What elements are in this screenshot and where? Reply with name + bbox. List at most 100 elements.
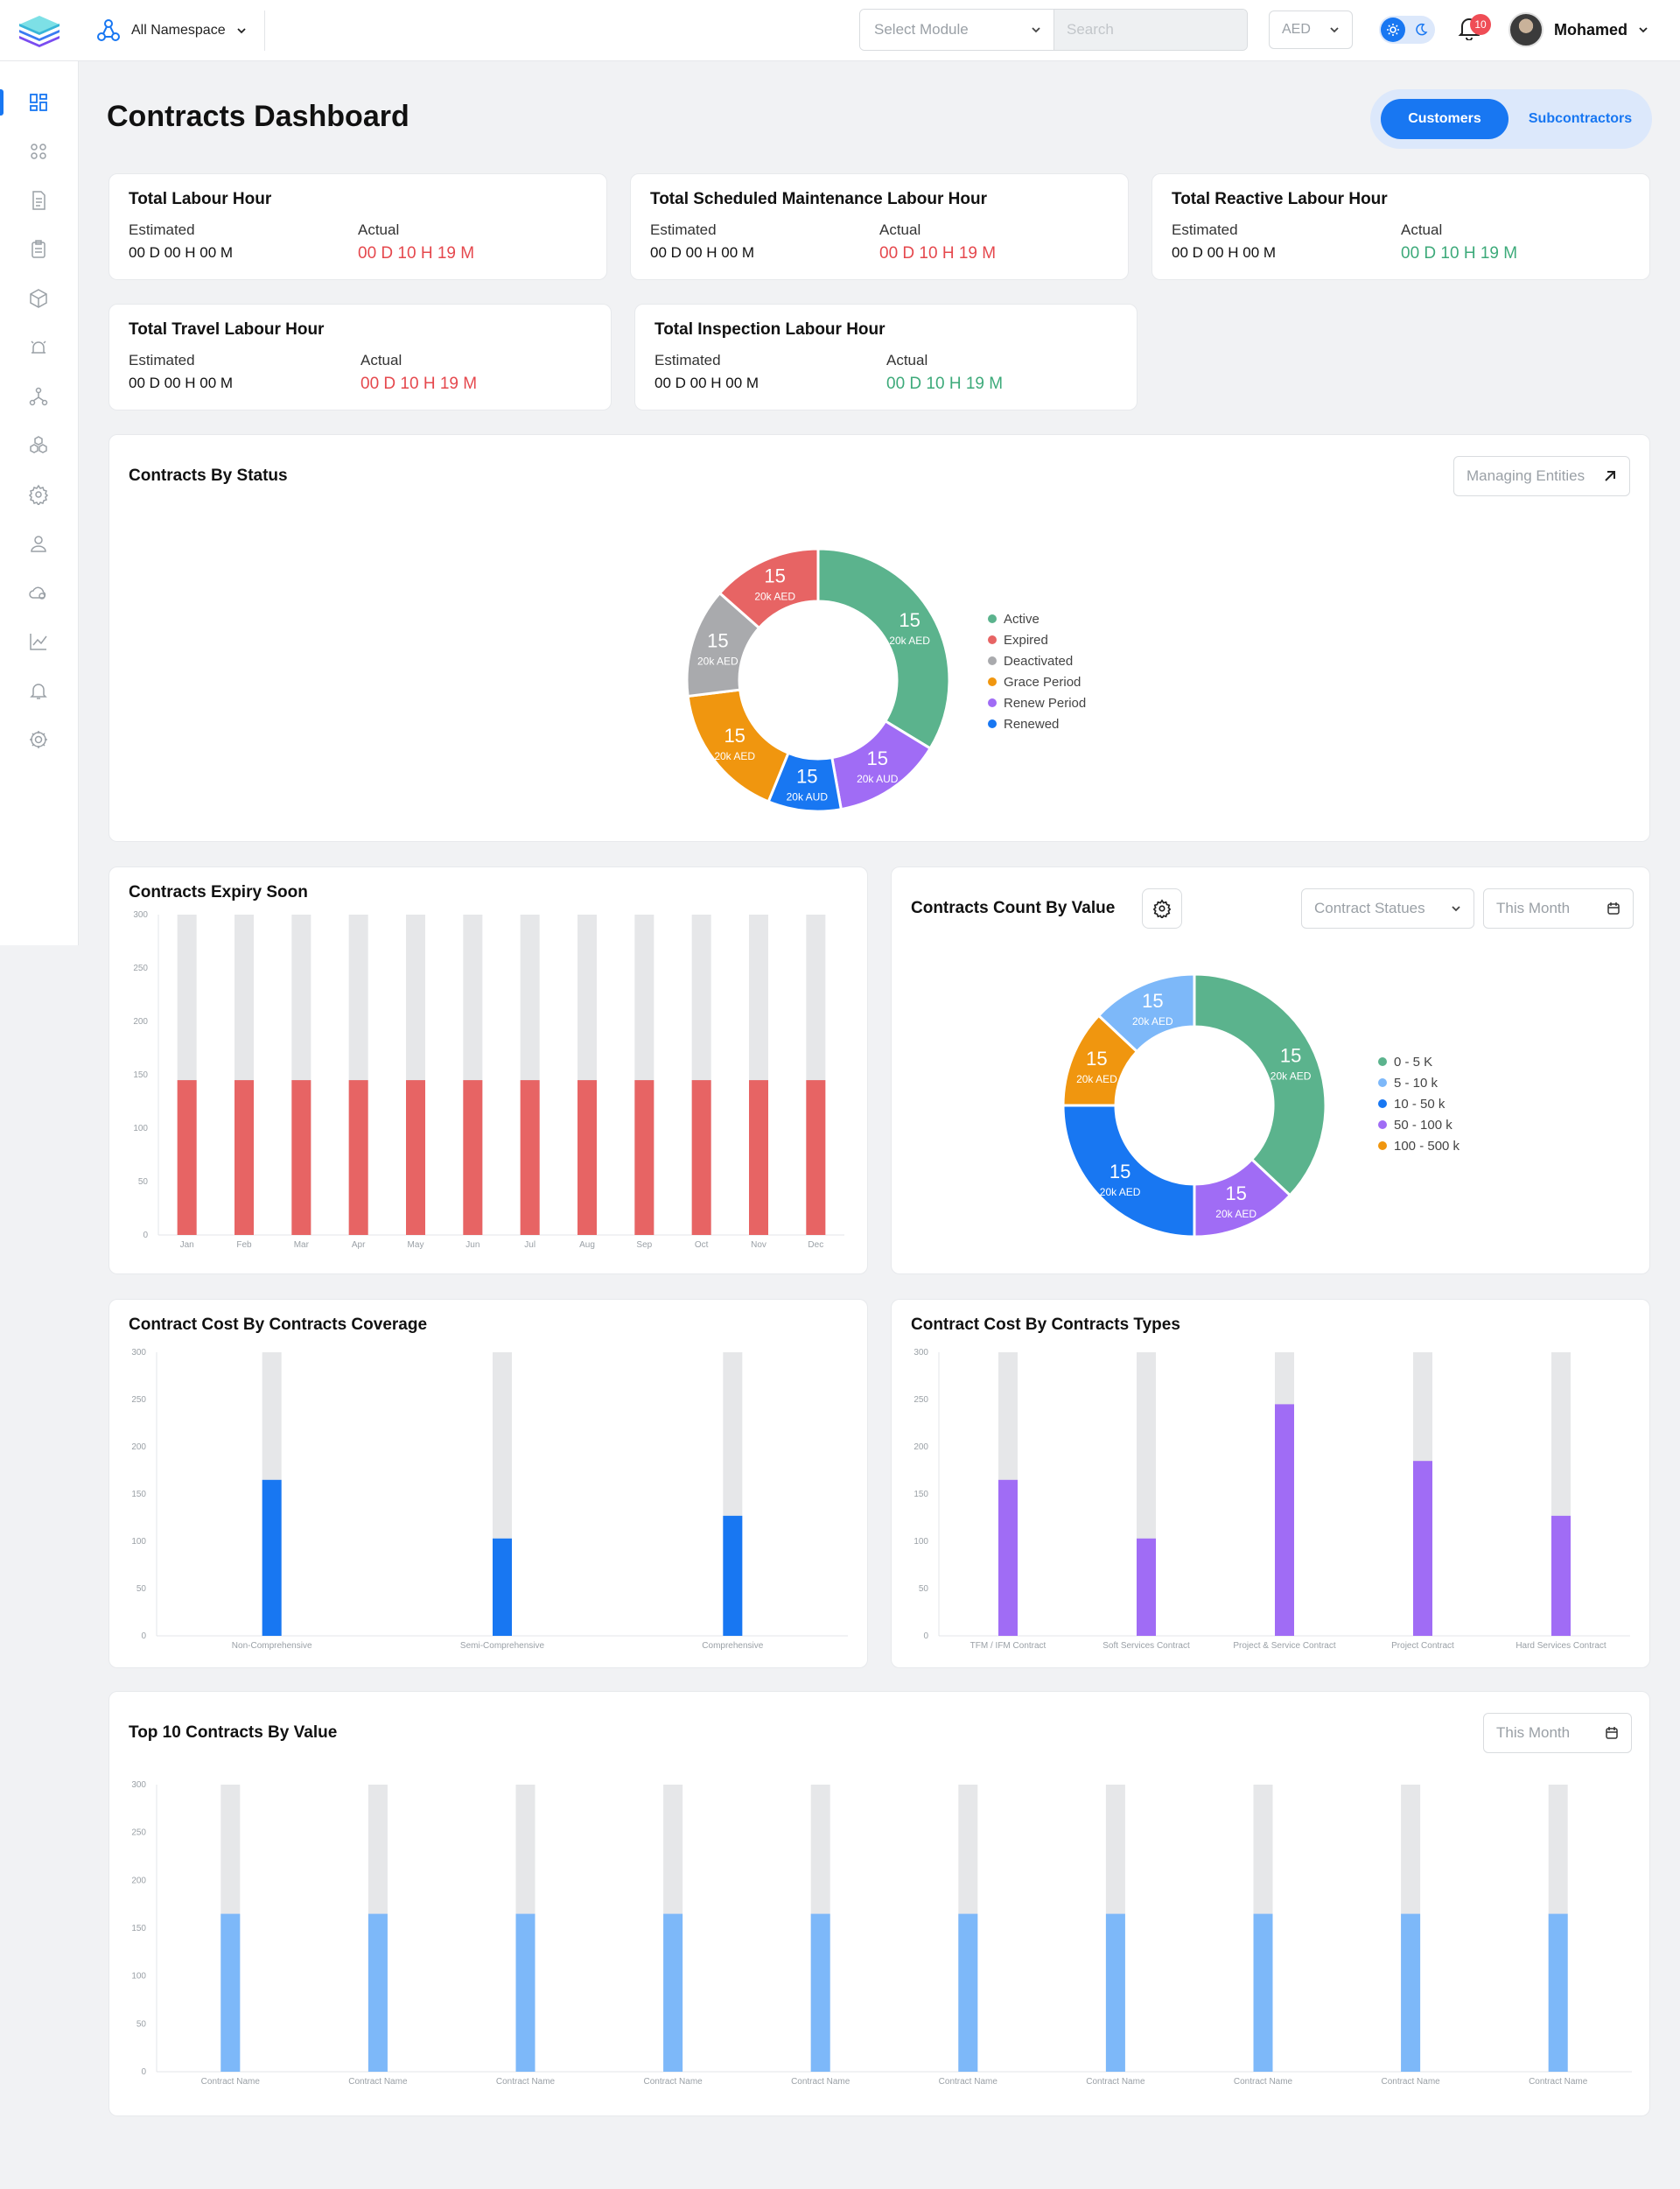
- bar[interactable]: [1105, 1913, 1125, 2072]
- donut-slice-0-5-k[interactable]: [1193, 972, 1327, 1197]
- donut-slice-active[interactable]: [816, 547, 951, 751]
- legend-dot: [1378, 1057, 1387, 1066]
- currency-select[interactable]: AED: [1269, 11, 1353, 49]
- bar[interactable]: [262, 1479, 282, 1636]
- legend-item[interactable]: 50 - 100 k: [1378, 1114, 1460, 1135]
- module-select[interactable]: Select Module: [860, 10, 1054, 50]
- legend-item[interactable]: 0 - 5 K: [1378, 1051, 1460, 1072]
- legend-item[interactable]: Grace Period: [988, 671, 1086, 692]
- bar[interactable]: [1275, 1404, 1294, 1636]
- legend-item[interactable]: Expired: [988, 629, 1086, 650]
- slice-sub-label: 20k AED: [714, 750, 755, 762]
- bar[interactable]: [958, 1913, 978, 2072]
- legend-dot: [988, 614, 997, 623]
- legend-item[interactable]: Renewed: [988, 713, 1086, 734]
- y-tick-label: 0: [141, 2067, 146, 2077]
- bar[interactable]: [1137, 1538, 1156, 1636]
- bar[interactable]: [368, 1913, 388, 2072]
- cube-icon[interactable]: [27, 287, 50, 310]
- x-tick-label: Contract Name: [348, 2077, 408, 2087]
- legend-dot: [1378, 1141, 1387, 1150]
- subcontractors-tab[interactable]: Subcontractors: [1528, 111, 1633, 126]
- customers-tab[interactable]: Customers: [1381, 99, 1508, 139]
- settings-button[interactable]: [1142, 888, 1182, 929]
- settings-icon[interactable]: [27, 483, 50, 506]
- bar[interactable]: [177, 1080, 197, 1235]
- legend-item[interactable]: Renew Period: [988, 692, 1086, 713]
- bar[interactable]: [1551, 1515, 1571, 1636]
- bar[interactable]: [463, 1080, 483, 1235]
- period-select[interactable]: This Month: [1483, 1713, 1632, 1753]
- status-donut-chart: 15 20k AED 15 20k AUD 15 20k AUD 15 20k AED 15 20…: [685, 547, 951, 813]
- legend-item[interactable]: 10 - 50 k: [1378, 1093, 1460, 1114]
- x-tick-label: May: [408, 1240, 424, 1250]
- bar[interactable]: [749, 1080, 768, 1235]
- bar[interactable]: [348, 1080, 368, 1235]
- user-name: Mohamed: [1554, 20, 1628, 39]
- checklist-icon[interactable]: [27, 238, 50, 261]
- notification-icon[interactable]: [27, 679, 50, 702]
- bar[interactable]: [220, 1913, 241, 2072]
- slice-sub-label: 20k AED: [1215, 1208, 1256, 1220]
- chart-icon[interactable]: [27, 630, 50, 653]
- dashboard-icon[interactable]: [27, 91, 50, 114]
- slice-value-label: 15: [899, 609, 920, 631]
- estimated-label: Estimated: [650, 221, 717, 238]
- user-menu[interactable]: Mohamed: [1508, 12, 1648, 47]
- x-tick-label: Mar: [294, 1240, 310, 1250]
- estimated-block: Estimated 00 D 00 H 00 M: [129, 221, 233, 262]
- hexagons-icon[interactable]: [27, 434, 50, 457]
- legend-item[interactable]: Active: [988, 608, 1086, 629]
- x-tick-label: Contract Name: [1086, 2077, 1145, 2087]
- managing-entities-button[interactable]: Managing Entities: [1453, 456, 1630, 496]
- bar[interactable]: [1548, 1913, 1568, 2072]
- legend-item[interactable]: Deactivated: [988, 650, 1086, 671]
- theme-toggle[interactable]: [1379, 16, 1435, 44]
- donut-slice-expired[interactable]: [718, 547, 820, 630]
- period-value: This Month: [1496, 900, 1571, 916]
- sun-icon: [1381, 18, 1405, 42]
- bar[interactable]: [634, 1080, 654, 1235]
- network-icon[interactable]: [27, 385, 50, 408]
- bar[interactable]: [723, 1515, 743, 1636]
- legend-label: Renew Period: [1004, 695, 1087, 711]
- bar[interactable]: [406, 1080, 425, 1235]
- bar[interactable]: [810, 1913, 830, 2072]
- period-select[interactable]: This Month: [1483, 888, 1634, 929]
- contract-coverage-card: Contract Cost By Contracts Coverage 0 50 1…: [108, 1299, 868, 1668]
- bar[interactable]: [1401, 1913, 1421, 2072]
- contract-status-select[interactable]: Contract Statues: [1301, 888, 1474, 929]
- search-input[interactable]: Search: [1054, 10, 1247, 50]
- top10-contracts-card: Top 10 Contracts By Value This Month 0 50…: [108, 1691, 1650, 2116]
- coverage-bar-chart: 0 50 100 150 200 250 300 Non-Comprehensive Semi-…: [131, 1348, 848, 1651]
- cloud-icon[interactable]: [27, 581, 50, 604]
- donut-slice-5-10-k[interactable]: [1096, 972, 1196, 1054]
- bar[interactable]: [578, 1080, 597, 1235]
- app-logo[interactable]: [16, 12, 63, 51]
- bar[interactable]: [291, 1080, 312, 1235]
- x-tick-label: Non-Comprehensive: [232, 1641, 312, 1651]
- bar[interactable]: [520, 1080, 540, 1235]
- bar[interactable]: [1253, 1913, 1273, 2072]
- actual-value: 00 D 10 H 19 M: [879, 244, 997, 263]
- alarm-icon[interactable]: [27, 336, 50, 359]
- namespace-selector[interactable]: All Namespace: [96, 18, 247, 44]
- divider: [264, 11, 265, 51]
- user-icon[interactable]: [27, 532, 50, 555]
- bar[interactable]: [663, 1913, 683, 2072]
- document-icon[interactable]: [27, 189, 50, 212]
- bar[interactable]: [515, 1913, 536, 2072]
- y-tick-label: 50: [136, 1584, 147, 1594]
- modules-icon[interactable]: [27, 140, 50, 163]
- legend-item[interactable]: 100 - 500 k: [1378, 1135, 1460, 1156]
- donut-slice-10-50-k[interactable]: [1061, 1104, 1196, 1238]
- bar[interactable]: [493, 1538, 512, 1636]
- cog-icon[interactable]: [27, 728, 50, 751]
- notifications-button[interactable]: 10: [1458, 14, 1491, 46]
- bar[interactable]: [691, 1080, 711, 1235]
- bar[interactable]: [1413, 1461, 1432, 1636]
- bar[interactable]: [998, 1479, 1018, 1636]
- legend-item[interactable]: 5 - 10 k: [1378, 1072, 1460, 1093]
- bar[interactable]: [806, 1080, 826, 1235]
- bar[interactable]: [234, 1080, 254, 1235]
